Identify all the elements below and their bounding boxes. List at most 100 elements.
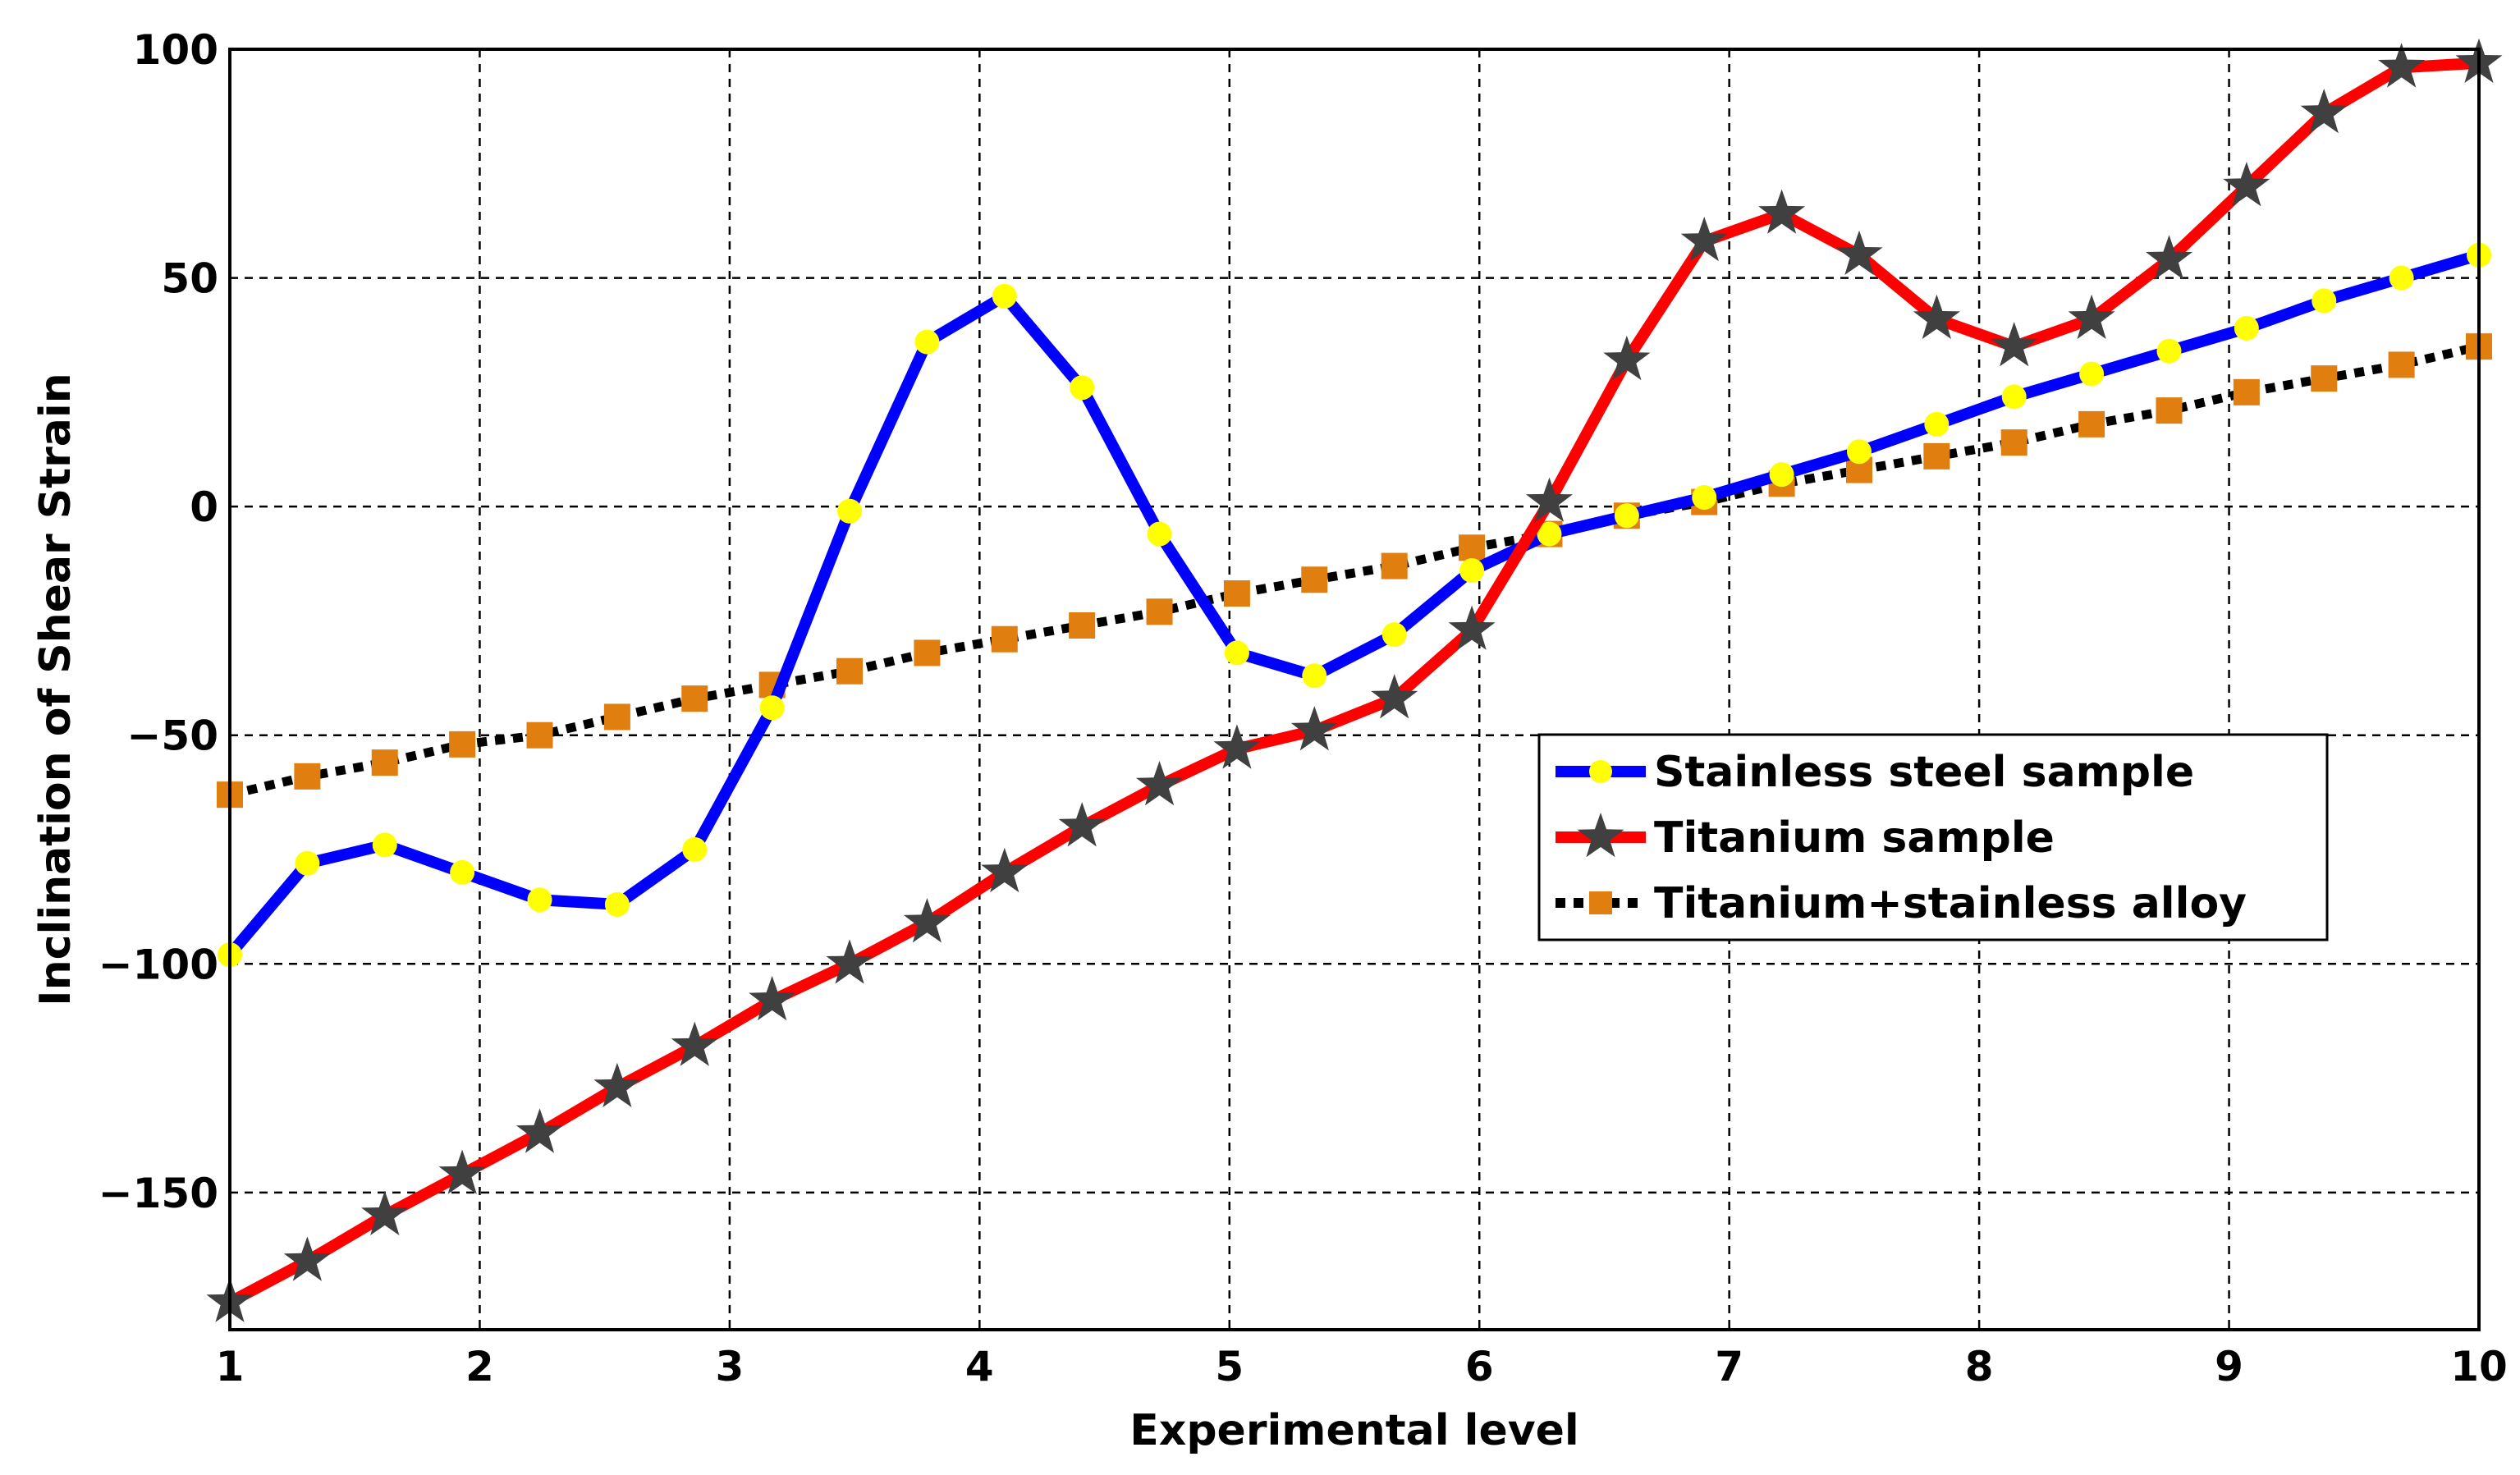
data-point [450,859,475,885]
data-point [1448,605,1496,650]
data-point [1302,663,1327,689]
series-layer [206,38,2503,1322]
series-line [228,341,2481,799]
data-point [1371,674,1418,719]
data-point [1913,294,1960,339]
data-point [516,1108,563,1153]
grid-lines [230,49,2479,1330]
data-point [294,763,321,790]
y-tick-label: 50 [161,255,218,303]
y-axis-title: Inclination of Shear Strain [31,373,80,1005]
data-point [372,832,397,858]
data-point [1223,580,1250,607]
data-point [1769,462,1794,488]
x-tick-label: 4 [965,1343,994,1390]
data-point [1301,566,1328,593]
data-point [2146,235,2192,280]
data-point [1846,439,1872,465]
legend-label-alloy: Titanium+stainless alloy [1654,879,2247,928]
data-point [1058,802,1106,847]
x-tick-label: 9 [2215,1343,2243,1390]
data-point [2378,43,2426,88]
x-tick-label: 6 [1465,1343,1494,1390]
data-point [759,695,785,721]
y-tick-label: −50 [127,712,218,760]
data-point [991,625,1018,653]
x-tick-label: 10 [2450,1343,2508,1390]
data-point [1224,640,1249,666]
data-point [1525,477,1573,522]
data-point [1146,598,1173,625]
data-point [2312,288,2337,314]
data-point [671,1021,718,1066]
data-point [2311,365,2338,392]
legend-entry-alloy: Titanium+stainless alloy [1556,879,2247,928]
x-tick-label: 5 [1215,1343,1244,1390]
tick-labels: 1 2 3 4 5 6 7 8 9 10 100 50 0 −50 −100 −150 [99,26,2508,1390]
data-point [2234,315,2259,341]
data-point [1991,322,2038,367]
data-point [1680,217,1728,262]
data-point [2388,351,2415,378]
data-point [2001,384,2027,410]
data-point [1923,442,1950,470]
legend-marker-alloy [1589,891,1612,914]
data-point [2223,162,2270,207]
series-line [225,249,2481,959]
data-point [2300,89,2348,134]
y-tick-label: −150 [99,1170,218,1217]
y-tick-label: 100 [133,26,218,74]
data-point [603,703,630,731]
data-point [526,721,553,749]
legend-label-titanium: Titanium sample [1654,813,2055,863]
data-point [837,498,863,524]
data-point [2079,361,2105,387]
data-point [914,639,941,666]
data-point [2156,397,2183,424]
plot-frame [228,48,2481,1331]
series-1 [206,38,2503,1322]
data-point [283,1236,331,1281]
data-point [2068,294,2115,339]
series-line [227,57,2480,1308]
data-point [1213,724,1261,769]
data-point [1381,622,1407,648]
data-point [1537,521,1562,547]
data-point [914,329,940,355]
data-point [2156,338,2182,364]
data-point [2389,265,2414,291]
data-point [1614,503,1639,529]
data-point [1381,552,1408,579]
data-point [527,887,552,913]
data-point [438,1149,486,1194]
legend-label-stainless: Stainless steel sample [1654,748,2194,797]
data-point [1459,558,1485,584]
y-tick-label: −100 [99,941,218,988]
data-point [1603,335,1651,381]
data-point [682,837,708,862]
data-point [593,1062,641,1107]
x-tick-label: 1 [216,1343,245,1390]
legend-marker-stainless [1589,760,1612,783]
data-point [2078,410,2105,437]
data-point [1290,706,1338,751]
data-point [604,891,630,917]
data-point [295,850,320,876]
data-point [1459,534,1486,561]
x-tick-label: 8 [1965,1343,1994,1390]
x-tick-label: 2 [465,1343,494,1390]
x-tick-label: 7 [1715,1343,1743,1390]
data-point [903,898,951,943]
data-point [1924,411,1950,437]
data-point [836,657,864,685]
legend: Stainless steel sample Titanium sample T… [1537,733,2329,941]
data-point [981,847,1029,893]
legend-entry-stainless: Stainless steel sample [1556,748,2194,797]
data-point [1835,230,1883,275]
data-point [1692,485,1717,510]
data-point [2233,378,2260,405]
x-axis-title: Experimental level [1129,1406,1578,1455]
x-tick-label: 3 [715,1343,744,1390]
data-point [1758,189,1806,234]
data-point [1069,612,1096,639]
